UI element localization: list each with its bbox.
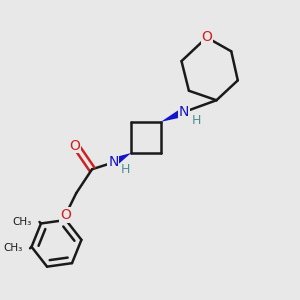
Text: N: N [108,155,118,170]
Polygon shape [161,108,186,122]
Text: N: N [179,105,189,119]
Text: CH₃: CH₃ [13,217,32,227]
Text: H: H [121,163,130,176]
Text: O: O [60,208,71,222]
Text: O: O [201,30,212,44]
Text: O: O [69,139,80,153]
Text: H: H [192,114,201,127]
Polygon shape [111,153,131,166]
Text: CH₃: CH₃ [3,243,23,253]
